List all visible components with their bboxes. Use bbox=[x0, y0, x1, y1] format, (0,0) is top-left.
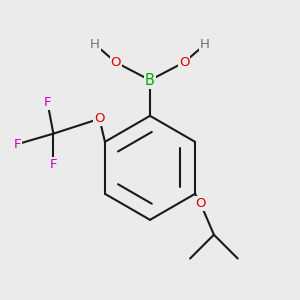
Text: F: F bbox=[14, 138, 22, 151]
Text: O: O bbox=[195, 197, 206, 210]
Text: O: O bbox=[94, 112, 105, 125]
Text: O: O bbox=[179, 56, 189, 69]
Text: O: O bbox=[111, 56, 121, 69]
Text: H: H bbox=[200, 38, 210, 51]
Text: B: B bbox=[145, 73, 155, 88]
Text: F: F bbox=[44, 96, 51, 109]
Text: H: H bbox=[90, 38, 100, 51]
Text: F: F bbox=[50, 158, 57, 171]
